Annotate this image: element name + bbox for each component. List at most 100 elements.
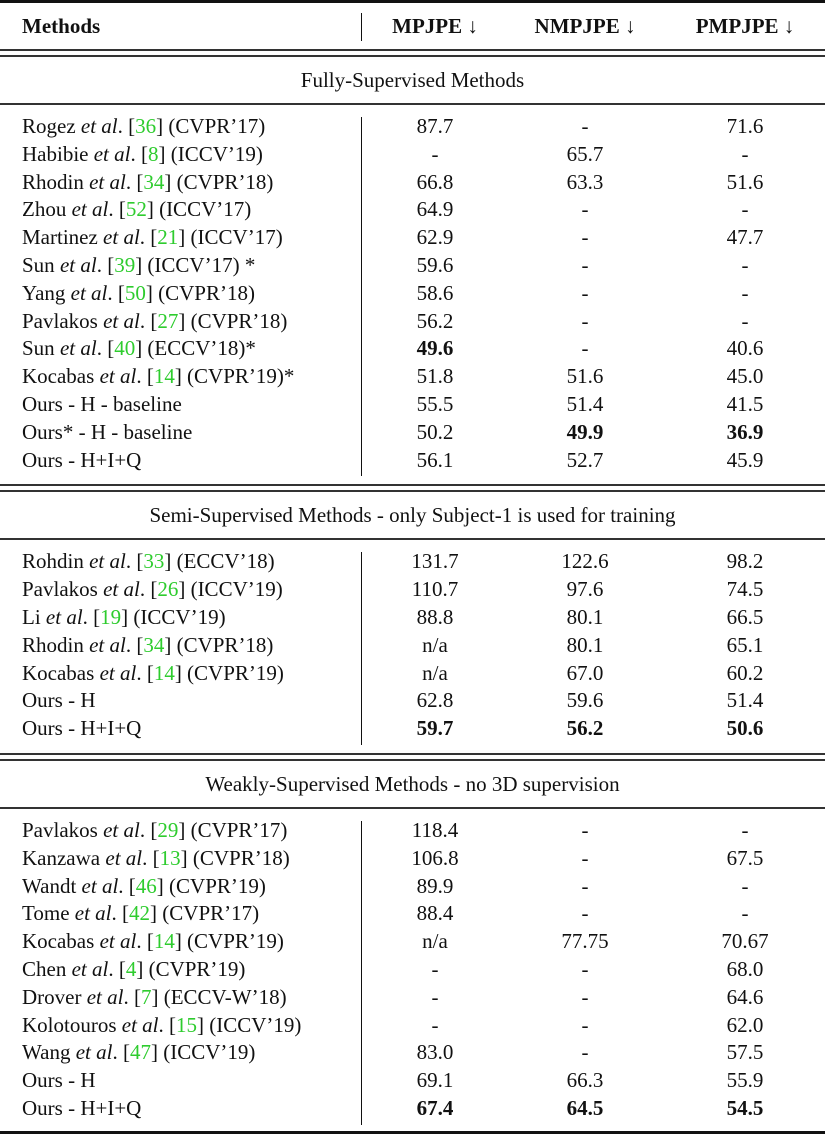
citation-link[interactable]: 36: [135, 114, 157, 138]
method-author: Rhodin: [22, 632, 90, 657]
nmpjpe-value: 97.6: [566, 577, 604, 602]
nmpjpe-value: 66.3: [566, 1068, 604, 1093]
method-name: Pavlakos et al. [26] (ICCV’19): [22, 576, 283, 604]
et-al: et al: [89, 632, 126, 657]
citation-link[interactable]: 50: [124, 280, 146, 305]
mpjpe-value: 50.2: [416, 419, 454, 444]
method-name: Rogez et al. [36] (CVPR’17): [22, 113, 265, 141]
table-row: Martinez et al. [21] (ICCV’17) 62.9 - 47.7: [0, 224, 825, 252]
citation-link[interactable]: 46: [135, 873, 157, 898]
method-author: Pavlakos: [22, 577, 104, 602]
method-author: Sun: [22, 252, 60, 277]
method-name: Rhodin et al. [34] (CVPR’18): [22, 632, 273, 660]
method-name: Li et al. [19] (ICCV’19): [22, 604, 226, 632]
mpjpe-value: -: [431, 956, 439, 981]
method-author: Ours - H+I+Q: [22, 1095, 142, 1120]
citation-link[interactable]: 26: [157, 577, 179, 602]
method-name: Kolotouros et al. [15] (ICCV’19): [22, 1012, 301, 1040]
mpjpe-value: 56.2: [416, 308, 454, 333]
citation-open: . [: [139, 225, 158, 250]
citation-open: . [: [108, 956, 126, 981]
header-divider: [361, 13, 362, 41]
et-al: et al: [59, 252, 97, 277]
citation-link[interactable]: 14: [153, 660, 175, 685]
mpjpe-value: 88.8: [416, 604, 454, 629]
mpjpe-value: n/a: [422, 632, 448, 657]
citation-link[interactable]: 42: [129, 901, 151, 926]
citation-link[interactable]: 14: [153, 929, 175, 954]
column-divider: [361, 552, 362, 745]
citation-link[interactable]: 47: [129, 1040, 151, 1065]
section-double-rule: [0, 49, 825, 57]
citation-link[interactable]: 7: [140, 984, 152, 1009]
method-name: Wandt et al. [46] (CVPR’19): [22, 873, 266, 901]
table-row: Kanzawa et al. [13] (CVPR’18) 106.8 - 67.5: [0, 845, 825, 873]
citation-link[interactable]: 19: [100, 604, 122, 629]
et-al: et al: [81, 873, 119, 898]
citation-link[interactable]: 13: [159, 845, 181, 870]
table-row: Pavlakos et al. [27] (CVPR’18) 56.2 - -: [0, 308, 825, 336]
nmpjpe-value: -: [581, 1012, 589, 1037]
mpjpe-value: 51.8: [416, 364, 454, 389]
citation-link[interactable]: 21: [157, 225, 179, 250]
citation-link[interactable]: 34: [143, 632, 165, 657]
citation-link[interactable]: 39: [114, 252, 136, 277]
citation-open: . [: [96, 252, 115, 277]
citation-open: . [: [107, 280, 125, 305]
method-name: Drover et al. [7] (ECCV-W’18): [22, 984, 287, 1012]
mpjpe-value: 118.4: [411, 817, 459, 842]
table-row: Kocabas et al. [14] (CVPR’19)* 51.8 51.6 45…: [0, 363, 825, 391]
citation-link[interactable]: 34: [143, 169, 165, 194]
method-author: Pavlakos: [22, 308, 104, 333]
venue: ] (ICCV’19): [121, 604, 226, 629]
pmpjpe-value: 45.9: [726, 447, 764, 472]
citation-link[interactable]: 14: [153, 364, 175, 389]
method-author: Kocabas: [22, 929, 100, 954]
nmpjpe-value: 122.6: [561, 549, 609, 574]
nmpjpe-value: -: [581, 308, 589, 333]
method-name: Tome et al. [42] (CVPR’17): [22, 900, 259, 928]
pmpjpe-value: 45.0: [726, 364, 764, 389]
table-row: Rhodin et al. [34] (CVPR’18) 66.8 63.3 51.6: [0, 169, 825, 197]
et-al: et al: [103, 308, 140, 333]
nmpjpe-value: 65.7: [566, 141, 604, 166]
citation-link[interactable]: 52: [125, 197, 147, 222]
mpjpe-value: 59.7: [416, 716, 454, 741]
citation-link[interactable]: 40: [114, 336, 136, 361]
method-name: Ours* - H - baseline: [22, 419, 192, 447]
citation-open: . [: [118, 873, 136, 898]
citation-open: . [: [123, 984, 141, 1009]
pmpjpe-value: 50.6: [726, 716, 764, 741]
mpjpe-value: 88.4: [416, 901, 454, 926]
table-row: Ours - H+I+Q 56.1 52.7 45.9: [0, 447, 825, 475]
citation-open: . [: [139, 817, 158, 842]
citation-link[interactable]: 29: [157, 817, 179, 842]
table-row: Tome et al. [42] (CVPR’17) 88.4 - -: [0, 900, 825, 928]
table-row: Pavlakos et al. [29] (CVPR’17) 118.4 - -: [0, 817, 825, 845]
citation-link[interactable]: 8: [147, 141, 159, 166]
table-row: Rhodin et al. [34] (CVPR’18) n/a 80.1 65.1: [0, 632, 825, 660]
et-al: et al: [71, 956, 109, 981]
mpjpe-value: n/a: [422, 660, 448, 685]
pmpjpe-value: 40.6: [726, 336, 764, 361]
pmpjpe-value: 57.5: [726, 1040, 764, 1065]
pmpjpe-value: 41.5: [726, 391, 764, 416]
venue: ] (CVPR’17): [178, 817, 288, 842]
nmpjpe-value: 80.1: [566, 604, 604, 629]
table-row: Wandt et al. [46] (CVPR’19) 89.9 - -: [0, 873, 825, 901]
nmpjpe-value: -: [581, 336, 589, 361]
citation-link[interactable]: 15: [176, 1012, 197, 1037]
method-name: Zhou et al. [52] (ICCV’17): [22, 196, 251, 224]
citation-open: . [: [139, 308, 158, 333]
section-rule: [0, 806, 825, 809]
citation-link[interactable]: 4: [125, 956, 137, 981]
mpjpe-value: 83.0: [416, 1040, 454, 1065]
method-name: Kocabas et al. [14] (CVPR’19)*: [22, 363, 294, 391]
citation-link[interactable]: 27: [157, 308, 179, 333]
pmpjpe-value: 70.67: [721, 929, 769, 954]
citation-link[interactable]: 33: [143, 549, 165, 574]
method-author: Habibie: [22, 141, 94, 166]
venue: ] (ICCV’17) *: [135, 252, 256, 277]
nmpjpe-value: 64.5: [566, 1095, 604, 1120]
header-pmpjpe: PMPJPE ↓: [695, 14, 795, 38]
